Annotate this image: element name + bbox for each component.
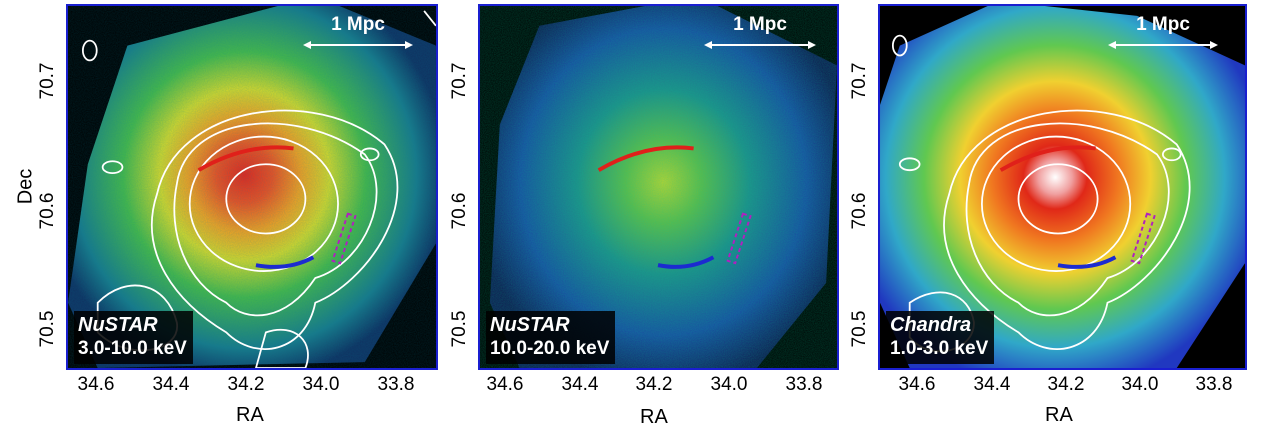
x-axis-title: RA <box>236 404 264 426</box>
x-tick-label: 33.8 <box>377 374 415 395</box>
x-tick-label: 34.2 <box>635 374 673 395</box>
dashed-region <box>726 212 752 265</box>
y-tick-label: 70.7 <box>849 62 870 100</box>
relic-arc-south <box>1057 255 1117 269</box>
y-tick-label: 70.5 <box>849 310 870 348</box>
x-tick-label: 34.0 <box>710 374 748 395</box>
y-axis-title: Dec <box>14 168 37 205</box>
double-arrow-icon <box>1108 41 1218 49</box>
x-tick-label: 34.2 <box>1047 374 1085 395</box>
dashed-region <box>331 212 357 265</box>
x-tick-label: 33.8 <box>1195 374 1233 395</box>
panel-badge: NuSTAR 10.0-20.0 keV <box>486 311 616 364</box>
x-axis-title: RA <box>640 406 668 428</box>
xray-image <box>68 6 436 368</box>
panel-nustar-hard: 1 Mpc NuSTAR 10.0-20.0 keV <box>478 4 839 370</box>
x-tick-label: 34.6 <box>486 374 524 395</box>
energy-band-label: 10.0-20.0 keV <box>490 338 610 359</box>
xray-image <box>480 6 837 368</box>
panel-badge: NuSTAR 3.0-10.0 keV <box>74 311 193 364</box>
relic-arc-north <box>999 145 1096 172</box>
y-tick-label: 70.6 <box>849 192 870 230</box>
x-tick-label: 34.0 <box>302 374 340 395</box>
x-tick-label: 34.4 <box>973 374 1011 395</box>
x-tick-label: 34.6 <box>898 374 936 395</box>
y-tick-label: 70.7 <box>449 62 470 100</box>
x-tick-label: 34.4 <box>152 374 190 395</box>
double-arrow-icon <box>303 41 413 49</box>
x-axis-title: RA <box>1045 404 1073 426</box>
panel-nustar-soft: 1 Mpc NuSTAR 3.0-10.0 keV <box>66 4 438 370</box>
x-tick-label: 34.2 <box>227 374 265 395</box>
xray-image <box>880 6 1245 368</box>
scale-bar-label: 1 Mpc <box>1136 14 1190 35</box>
instrument-label: Chandra <box>890 314 972 336</box>
dashed-region <box>1130 212 1156 265</box>
energy-band-label: 1.0-3.0 keV <box>890 338 989 359</box>
y-tick-label: 70.6 <box>37 192 58 230</box>
energy-band-label: 3.0-10.0 keV <box>78 338 187 359</box>
scale-bar-label: 1 Mpc <box>733 14 787 35</box>
double-arrow-icon <box>704 41 816 49</box>
y-tick-label: 70.6 <box>449 192 470 230</box>
x-tick-label: 34.6 <box>77 374 115 395</box>
instrument-label: NuSTAR <box>490 314 570 336</box>
scale-bar-label: 1 Mpc <box>331 14 385 35</box>
y-tick-label: 70.5 <box>449 310 470 348</box>
x-tick-label: 33.8 <box>785 374 823 395</box>
relic-arc-north <box>197 145 294 172</box>
panel-badge: Chandra 1.0-3.0 keV <box>886 311 995 364</box>
panel-chandra: 1 Mpc Chandra 1.0-3.0 keV <box>878 4 1247 370</box>
radio-contours <box>81 10 436 368</box>
instrument-label: NuSTAR <box>78 314 158 336</box>
relic-arc-south <box>657 255 715 269</box>
relic-arc-south <box>255 255 315 269</box>
x-tick-label: 34.4 <box>561 374 599 395</box>
y-tick-label: 70.5 <box>37 310 58 348</box>
relic-arc-north <box>597 145 694 172</box>
x-tick-label: 34.0 <box>1121 374 1159 395</box>
y-tick-label: 70.7 <box>37 62 58 100</box>
